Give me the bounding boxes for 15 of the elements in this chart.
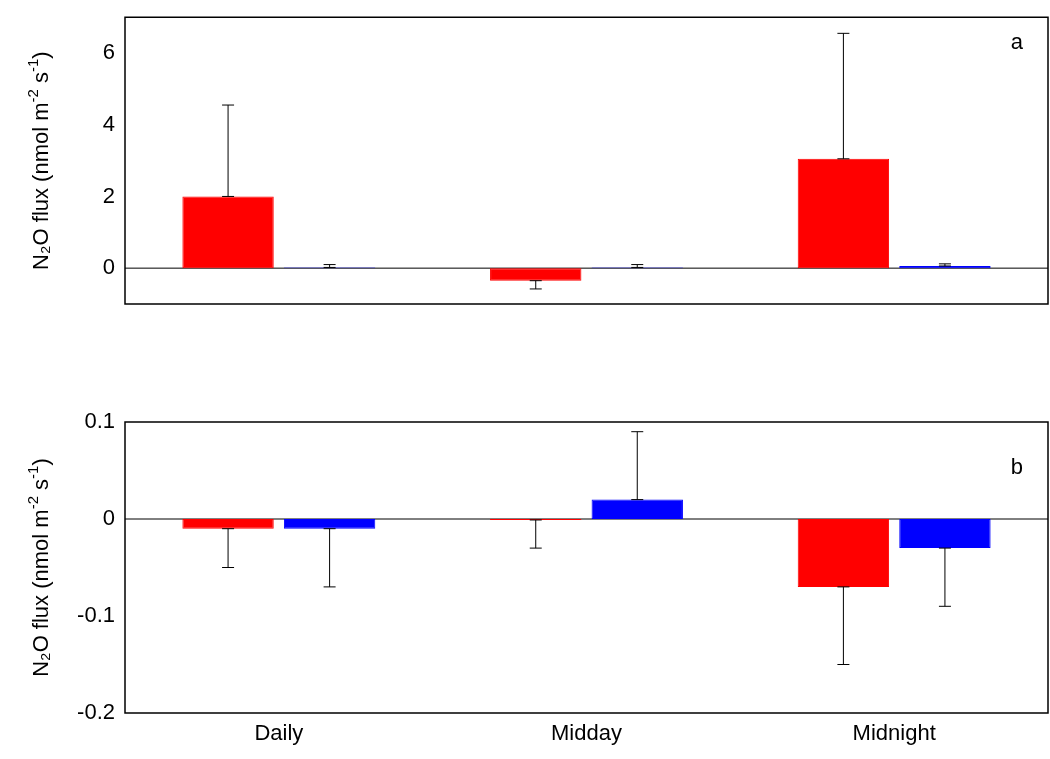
y-tick-label: 0.1 — [84, 408, 115, 434]
y-tick-label: 2 — [102, 182, 115, 208]
y-tick-label: -0.2 — [77, 699, 115, 725]
y-axis-title: N₂O flux (nmol m-2 s-1) — [24, 51, 53, 270]
y-axis-title: N₂O flux (nmol m-2 s-1) — [24, 458, 53, 677]
x-tick-label: Midnight — [852, 720, 936, 746]
y-tick-label: 6 — [102, 39, 115, 65]
x-tick-label: Midday — [551, 720, 622, 746]
y-tick-label: 0 — [102, 505, 115, 531]
y-tick-label: 4 — [102, 110, 115, 136]
y-tick-label: 0 — [102, 254, 115, 280]
annotation: a — [1010, 29, 1024, 55]
y-tick-label: -0.1 — [77, 602, 115, 628]
annotation: b — [1010, 454, 1023, 480]
x-tick-label: Daily — [254, 720, 304, 746]
